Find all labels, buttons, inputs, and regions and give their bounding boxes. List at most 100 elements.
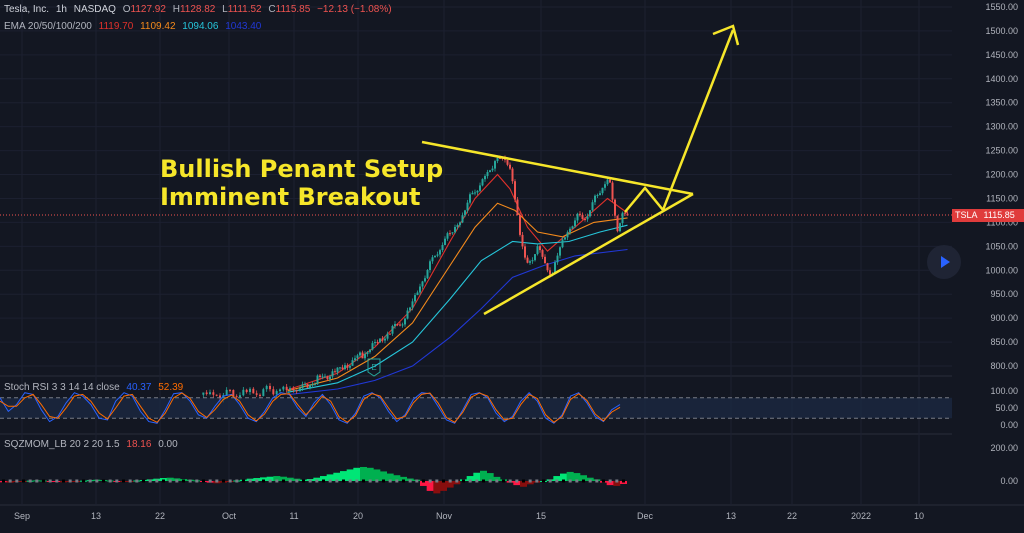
candle-body bbox=[255, 393, 258, 395]
ohlc-change: −12.13 (−1.08%) bbox=[317, 4, 392, 15]
candle-body bbox=[409, 307, 411, 311]
candle-body bbox=[329, 376, 331, 380]
sqz-dot bbox=[495, 479, 499, 483]
time-tick-label: 2022 bbox=[851, 511, 871, 521]
earnings-marker: E bbox=[367, 358, 381, 377]
sqz-dot bbox=[322, 479, 325, 483]
candle-body bbox=[509, 164, 511, 169]
sqz-bar bbox=[280, 476, 287, 481]
candle-body bbox=[454, 226, 456, 233]
sqz-bar bbox=[473, 472, 481, 481]
candle-body bbox=[441, 244, 444, 251]
candle-body bbox=[586, 216, 589, 220]
sqz-dot bbox=[55, 479, 59, 483]
sqz-dot bbox=[162, 479, 165, 483]
ema-line-1 bbox=[287, 202, 628, 392]
sqz-dot bbox=[375, 479, 379, 483]
candle-body bbox=[275, 391, 278, 395]
replay-button[interactable] bbox=[927, 245, 961, 279]
ema-legend[interactable]: EMA 20/50/100/200 1119.70 1109.42 1094.0… bbox=[4, 21, 265, 32]
interval-label[interactable]: 1h bbox=[55, 4, 67, 15]
candle-body bbox=[369, 349, 371, 353]
sqz-bar bbox=[560, 473, 567, 481]
sqz-dot bbox=[548, 479, 552, 483]
sqz-dot bbox=[195, 479, 199, 483]
breakout-arrow-shaft bbox=[661, 29, 735, 211]
sqz-dot bbox=[582, 479, 585, 483]
sqz-bar bbox=[566, 471, 574, 481]
candle-body bbox=[611, 182, 614, 200]
candle-body bbox=[521, 234, 524, 247]
sqz-dot bbox=[355, 479, 359, 483]
sqz-dot bbox=[362, 479, 365, 483]
candle-body bbox=[309, 385, 311, 388]
candle-body bbox=[474, 192, 476, 194]
price-tag-symbol: TSLA bbox=[955, 210, 978, 220]
symbol-name[interactable]: Tesla, Inc. bbox=[4, 4, 50, 15]
candle-body bbox=[311, 384, 314, 386]
sqz-dot bbox=[508, 479, 512, 483]
candle-body bbox=[491, 168, 494, 171]
candle-body bbox=[609, 179, 611, 183]
price-tick-label: 900.00 bbox=[990, 313, 1018, 323]
sqz-dot bbox=[242, 479, 245, 483]
sqz-dot bbox=[235, 479, 239, 483]
candle-body bbox=[566, 232, 569, 238]
candle-body bbox=[319, 375, 321, 377]
sqz-bar bbox=[340, 471, 347, 481]
stoch-tick-label: 50.00 bbox=[995, 403, 1018, 413]
sqz-bar bbox=[166, 477, 174, 481]
candle-body bbox=[265, 385, 268, 390]
sqz-dot bbox=[402, 479, 405, 483]
candle-body bbox=[571, 226, 574, 229]
stoch-rsi-legend[interactable]: Stoch RSI 3 3 14 14 close 40.37 52.39 bbox=[4, 382, 187, 393]
sqz-dot bbox=[142, 479, 145, 483]
sqz-tick-label: 0.00 bbox=[1000, 476, 1018, 486]
sqz-dot bbox=[382, 479, 385, 483]
candle-body bbox=[334, 371, 336, 373]
candle-body bbox=[489, 170, 491, 173]
sqz-dot bbox=[248, 479, 252, 483]
candle-body bbox=[376, 342, 379, 344]
price-tag-value: 1115.85 bbox=[983, 210, 1015, 220]
price-tick-label: 1350.00 bbox=[985, 98, 1018, 108]
ema50-value: 1109.42 bbox=[140, 21, 176, 32]
sqz-dot bbox=[615, 479, 619, 483]
sqz-bar bbox=[486, 473, 494, 481]
candle-body bbox=[519, 214, 521, 235]
candle-body bbox=[205, 392, 208, 395]
sqz-dot bbox=[22, 479, 25, 483]
sqz-dot bbox=[175, 479, 179, 483]
candle-body bbox=[484, 176, 486, 180]
price-tick-label: 1550.00 bbox=[985, 2, 1018, 12]
candle-body bbox=[391, 325, 394, 334]
sqz-dot bbox=[48, 479, 52, 483]
candle-body bbox=[419, 286, 421, 293]
pennant-annotation[interactable]: Bullish Penant Setup Imminent Breakout bbox=[160, 155, 443, 211]
candle-body bbox=[414, 295, 416, 302]
sqz-dot bbox=[75, 479, 79, 483]
sqz-dot bbox=[488, 479, 492, 483]
price-tick-label: 1300.00 bbox=[985, 122, 1018, 132]
candle-body bbox=[426, 270, 429, 279]
candle-body bbox=[529, 261, 531, 263]
candle-body bbox=[596, 195, 599, 197]
sqz-bar bbox=[573, 473, 581, 481]
sqz-bar bbox=[373, 469, 381, 481]
candle-body bbox=[456, 225, 459, 227]
candle-body bbox=[215, 394, 218, 396]
sqz-dot bbox=[422, 479, 425, 483]
sqzmom-legend[interactable]: SQZMOM_LB 20 2 20 1.5 18.16 0.00 bbox=[4, 439, 182, 450]
ema20-value: 1119.70 bbox=[98, 21, 134, 32]
time-tick-label: 13 bbox=[726, 511, 736, 521]
sqz-dot bbox=[95, 479, 99, 483]
candle-body bbox=[439, 250, 441, 255]
play-icon bbox=[941, 256, 950, 268]
sqz-dot bbox=[115, 479, 119, 483]
price-tick-label: 1200.00 bbox=[985, 170, 1018, 180]
sqz-dot bbox=[82, 479, 85, 483]
candle-body bbox=[466, 202, 469, 211]
sqz-dot bbox=[308, 479, 312, 483]
stoch-rsi-label: Stoch RSI 3 3 14 14 close bbox=[4, 382, 120, 393]
